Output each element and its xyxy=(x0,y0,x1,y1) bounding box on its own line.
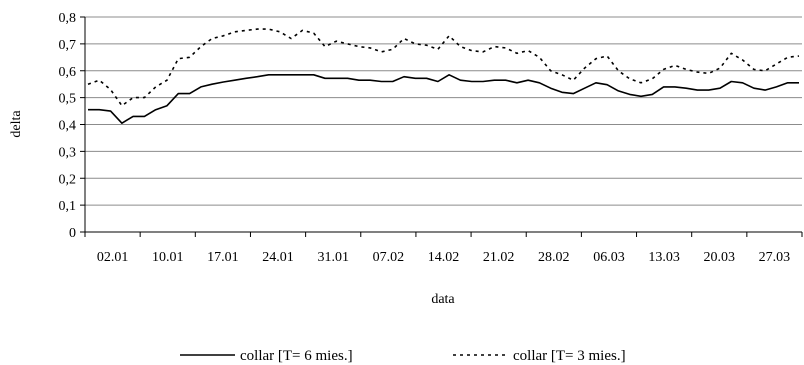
y-axis-title: delta xyxy=(9,110,24,138)
x-tick-label-4: 31.01 xyxy=(317,250,349,265)
series-line-1 xyxy=(88,74,799,124)
x-tick-label-6: 14.02 xyxy=(428,250,460,265)
x-tick-label-11: 20.03 xyxy=(704,250,736,265)
x-tick-label-12: 27.03 xyxy=(759,250,791,265)
legend: collar [T= 6 mies.] collar [T= 3 mies.] xyxy=(180,348,626,364)
x-tick-label-8: 28.02 xyxy=(538,250,570,265)
y-tick-label-5: 0,5 xyxy=(59,92,77,107)
y-tick-label-4: 0,4 xyxy=(59,119,77,134)
x-tick-label-0: 02.01 xyxy=(97,250,129,265)
x-tick-label-5: 07.02 xyxy=(373,250,405,265)
x-axis-title: data xyxy=(431,292,455,307)
legend-label-series-1: collar [T= 6 mies.] xyxy=(240,348,353,364)
gridlines xyxy=(85,16,802,206)
y-tick-label-0: 0 xyxy=(69,226,76,241)
y-tick-label-1: 0,1 xyxy=(59,199,77,214)
x-axis-ticks: 02.01 10.01 17.01 24.01 31.01 07.02 14.02 21.02… xyxy=(84,232,803,265)
y-axis-ticks: 0 0,1 0,2 0,3 0,4 0,5 0,6 0,7 0,8 xyxy=(59,11,85,241)
y-tick-label-2: 0,2 xyxy=(59,172,77,187)
x-tick-label-7: 21.02 xyxy=(483,250,515,265)
x-tick-label-1: 10.01 xyxy=(152,250,184,265)
y-tick-label-7: 0,7 xyxy=(59,38,77,53)
y-tick-label-6: 0,6 xyxy=(59,65,77,80)
series-lines xyxy=(87,28,800,124)
x-tick-label-10: 13.03 xyxy=(648,250,680,265)
x-tick-label-2: 17.01 xyxy=(207,250,239,265)
y-tick-label-8: 0,8 xyxy=(59,11,77,26)
x-tick-label-3: 24.01 xyxy=(262,250,294,265)
series-line-2 xyxy=(87,28,800,107)
y-tick-label-3: 0,3 xyxy=(59,145,77,160)
legend-label-series-2: collar [T= 3 mies.] xyxy=(513,348,626,364)
x-tick-label-9: 06.03 xyxy=(593,250,625,265)
